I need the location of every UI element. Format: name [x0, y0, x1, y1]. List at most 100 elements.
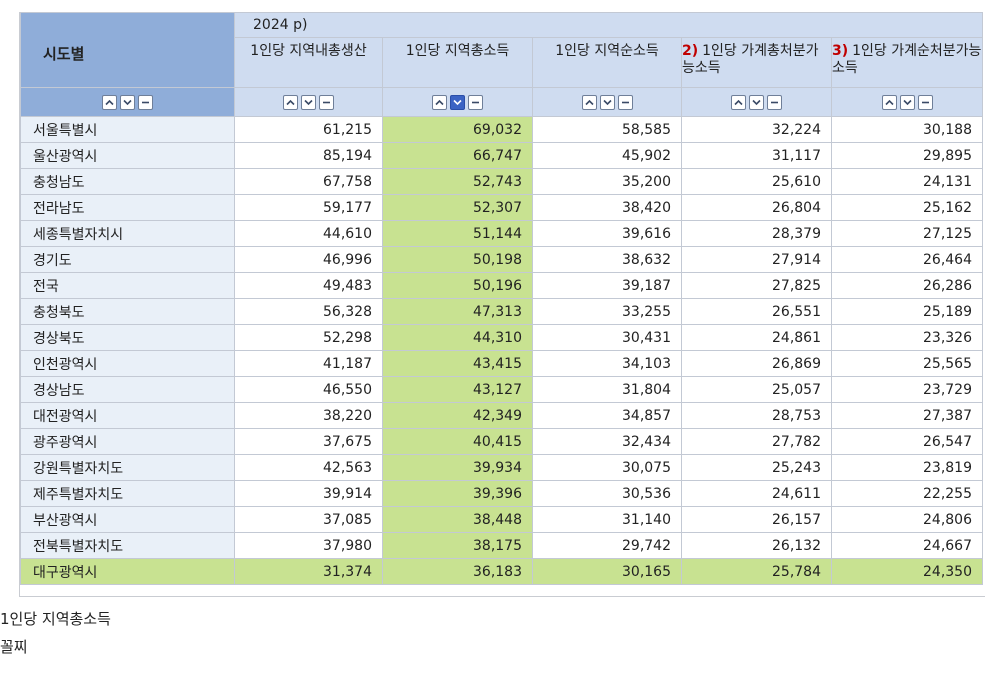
sort-ascending-button[interactable] — [432, 94, 447, 110]
value-cell: 43,127 — [382, 376, 533, 403]
table-row[interactable]: 대전광역시 38,220 42,349 34,857 28,753 27,387 — [20, 402, 983, 429]
value-cell: 39,396 — [382, 480, 533, 507]
table-row[interactable]: 강원특별자치도 42,563 39,934 30,075 25,243 23,819 — [20, 454, 983, 481]
value-cell: 41,187 — [234, 350, 383, 377]
region-cell: 충청북도 — [20, 298, 235, 325]
value-cell: 58,585 — [532, 116, 682, 143]
value-cell: 26,551 — [681, 298, 832, 325]
sort-ascending-icon — [434, 97, 445, 108]
value-cell: 31,374 — [234, 558, 383, 585]
value-cell: 37,675 — [234, 428, 383, 455]
sort-descending-icon — [602, 97, 613, 108]
caption-rank: 꼴찌 — [0, 638, 28, 656]
column-header[interactable]: 1인당 지역순소득 — [532, 37, 682, 88]
value-cell: 43,415 — [382, 350, 533, 377]
value-cell: 31,140 — [532, 506, 682, 533]
sort-descending-button[interactable] — [899, 94, 915, 110]
collapse-button[interactable] — [917, 94, 933, 110]
value-cell: 26,869 — [681, 350, 832, 377]
table-row[interactable]: 세종특별자치시 44,610 51,144 39,616 28,379 27,125 — [20, 220, 983, 247]
sort-descending-button[interactable] — [450, 94, 465, 110]
column-header[interactable]: 2) 1인당 가계총처분가능소득 — [681, 37, 832, 88]
value-cell: 26,132 — [681, 532, 832, 559]
collapse-button[interactable] — [319, 94, 334, 110]
sort-descending-button[interactable] — [301, 94, 316, 110]
value-cell: 31,804 — [532, 376, 682, 403]
collapse-icon — [470, 97, 481, 108]
value-cell: 29,742 — [532, 532, 682, 559]
table-row[interactable]: 충청북도 56,328 47,313 33,255 26,551 25,189 — [20, 298, 983, 325]
sort-ascending-button[interactable] — [102, 94, 117, 110]
value-cell: 56,328 — [234, 298, 383, 325]
table-row[interactable]: 경기도 46,996 50,198 38,632 27,914 26,464 — [20, 246, 983, 273]
value-cell: 30,165 — [532, 558, 682, 585]
sort-descending-button[interactable] — [120, 94, 135, 110]
value-cell: 30,536 — [532, 480, 682, 507]
column-header[interactable]: 1인당 지역총소득 — [382, 37, 533, 88]
sort-descending-icon — [303, 97, 314, 108]
table-row[interactable]: 경상남도 46,550 43,127 31,804 25,057 23,729 — [20, 376, 983, 403]
value-cell: 39,616 — [532, 220, 682, 247]
value-cell: 50,196 — [382, 272, 533, 299]
value-cell: 36,183 — [382, 558, 533, 585]
region-cell: 전북특별자치도 — [20, 532, 235, 559]
table-row[interactable]: 광주광역시 37,675 40,415 32,434 27,782 26,547 — [20, 428, 983, 455]
value-cell: 42,563 — [234, 454, 383, 481]
value-cell: 24,667 — [831, 532, 983, 559]
value-cell: 28,379 — [681, 220, 832, 247]
region-sort-cell — [20, 87, 235, 117]
value-cell: 38,175 — [382, 532, 533, 559]
region-cell: 경기도 — [20, 246, 235, 273]
value-cell: 61,215 — [234, 116, 383, 143]
value-cell: 42,349 — [382, 402, 533, 429]
sort-controls — [384, 94, 532, 110]
value-cell: 38,448 — [382, 506, 533, 533]
sort-ascending-icon — [104, 97, 115, 108]
collapse-button[interactable] — [617, 94, 633, 110]
value-cell: 37,980 — [234, 532, 383, 559]
value-cell: 49,483 — [234, 272, 383, 299]
column-header[interactable]: 1인당 지역내총생산 — [234, 37, 383, 88]
collapse-icon — [321, 97, 332, 108]
column-header[interactable]: 3) 1인당 가계순처분가능소득 — [831, 37, 983, 88]
region-cell: 경상남도 — [20, 376, 235, 403]
sort-descending-icon — [122, 97, 133, 108]
region-cell: 대구광역시 — [20, 558, 235, 585]
region-column-header[interactable]: 시도별 — [20, 12, 235, 88]
table-row[interactable]: 울산광역시 85,194 66,747 45,902 31,117 29,895 — [20, 142, 983, 169]
value-cell: 46,550 — [234, 376, 383, 403]
collapse-button[interactable] — [468, 94, 483, 110]
value-cell: 25,784 — [681, 558, 832, 585]
sort-controls — [22, 94, 234, 110]
table-row[interactable]: 서울특별시 61,215 69,032 58,585 32,224 30,188 — [20, 116, 983, 143]
value-cell: 38,220 — [234, 402, 383, 429]
sort-descending-icon — [902, 97, 913, 108]
table-row[interactable]: 부산광역시 37,085 38,448 31,140 26,157 24,806 — [20, 506, 983, 533]
sort-descending-button[interactable] — [749, 94, 764, 110]
sort-ascending-button[interactable] — [881, 94, 897, 110]
table-row[interactable]: 충청남도 67,758 52,743 35,200 25,610 24,131 — [20, 168, 983, 195]
value-cell: 25,610 — [681, 168, 832, 195]
table-row[interactable]: 제주특별자치도 39,914 39,396 30,536 24,611 22,255 — [20, 480, 983, 507]
sort-ascending-button[interactable] — [731, 94, 746, 110]
value-cell: 33,255 — [532, 298, 682, 325]
table-row[interactable]: 전라남도 59,177 52,307 38,420 26,804 25,162 — [20, 194, 983, 221]
value-cell: 44,610 — [234, 220, 383, 247]
table-row[interactable]: 대구광역시 31,374 36,183 30,165 25,784 24,350 — [20, 558, 983, 585]
value-cell: 30,075 — [532, 454, 682, 481]
table-row[interactable]: 경상북도 52,298 44,310 30,431 24,861 23,326 — [20, 324, 983, 351]
column-sort-cell — [382, 87, 533, 117]
value-cell: 44,310 — [382, 324, 533, 351]
collapse-button[interactable] — [138, 94, 153, 110]
region-cell: 충청남도 — [20, 168, 235, 195]
sort-ascending-button[interactable] — [581, 94, 597, 110]
value-cell: 27,914 — [681, 246, 832, 273]
column-header-label: 1인당 가계순처분가능소득 — [832, 43, 982, 76]
table-row[interactable]: 인천광역시 41,187 43,415 34,103 26,869 25,565 — [20, 350, 983, 377]
table-row[interactable]: 전북특별자치도 37,980 38,175 29,742 26,132 24,667 — [20, 532, 983, 559]
collapse-button[interactable] — [767, 94, 782, 110]
sort-ascending-button[interactable] — [283, 94, 298, 110]
sort-descending-button[interactable] — [599, 94, 615, 110]
table-row[interactable]: 전국 49,483 50,196 39,187 27,825 26,286 — [20, 272, 983, 299]
value-cell: 34,103 — [532, 350, 682, 377]
